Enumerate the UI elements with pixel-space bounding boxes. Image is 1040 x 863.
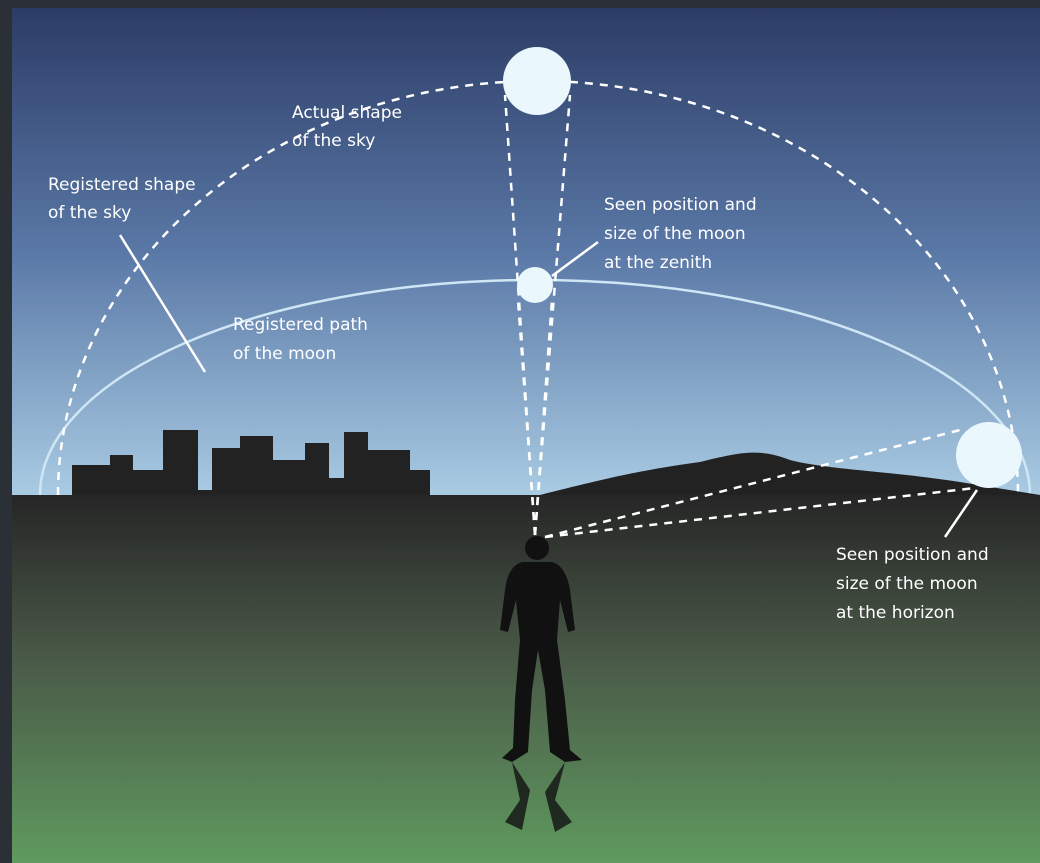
moon-zenith	[517, 267, 553, 303]
page: {"labels": [ {"lines": ["Actual shape", …	[0, 0, 1040, 863]
label-line: size of the moon	[836, 574, 978, 594]
label-line: at the zenith	[604, 253, 712, 273]
diagram: Actual shape of the sky Registered shape…	[0, 0, 1040, 863]
label-line: of the sky	[48, 203, 131, 223]
label-line: of the moon	[233, 344, 336, 364]
label-line: Registered shape	[48, 175, 196, 195]
moon-actual	[503, 47, 571, 115]
label-line: of the sky	[292, 131, 375, 151]
label-line: size of the moon	[604, 224, 746, 244]
label-line: Actual shape	[292, 103, 402, 123]
label-line: at the horizon	[836, 603, 955, 623]
moon-horizon	[956, 422, 1022, 488]
label-line: Seen position and	[604, 195, 757, 215]
label-line: Seen position and	[836, 545, 989, 565]
label-line: Registered path	[233, 315, 368, 335]
